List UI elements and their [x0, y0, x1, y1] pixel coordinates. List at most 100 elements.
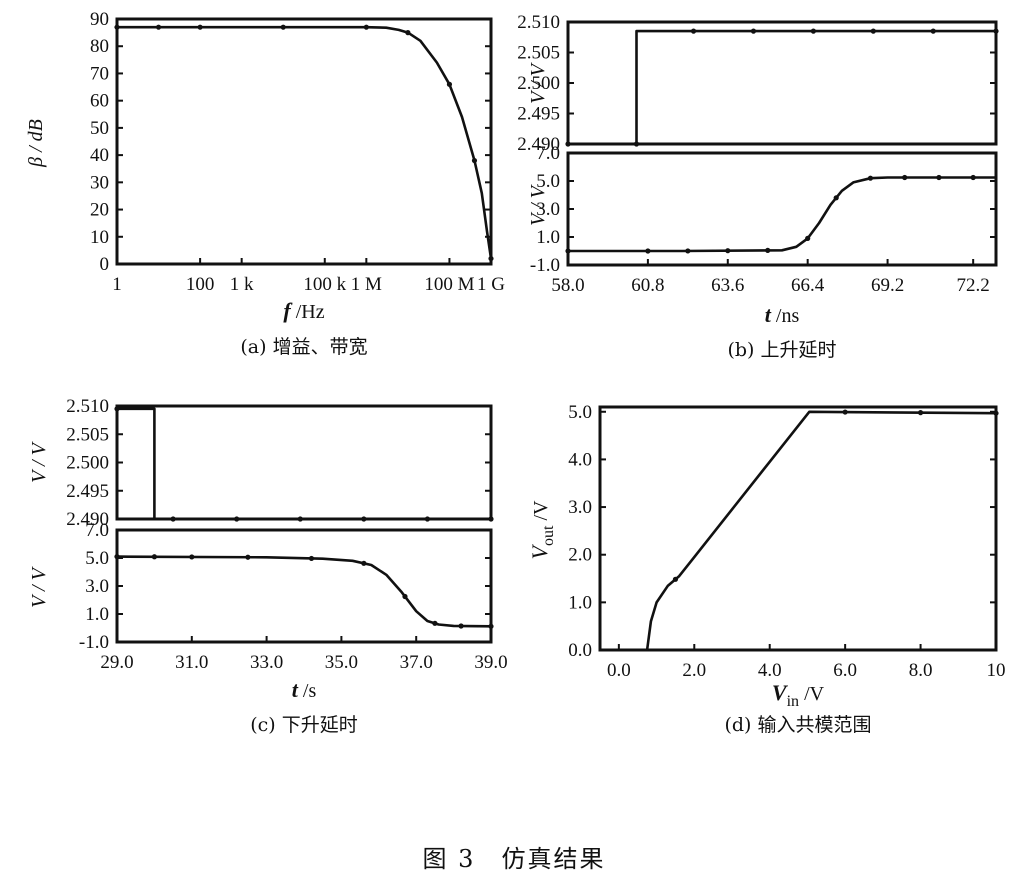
x-axis-label: t /s	[292, 677, 317, 702]
y-axis-label: V / V	[527, 183, 549, 225]
x-axis-label-var: f	[283, 298, 293, 323]
y-tick-label: 2.495	[66, 481, 109, 502]
y-axis-label-sub: out	[540, 525, 557, 546]
y-tick-label: 7.0	[536, 143, 560, 164]
y-tick-label: 50	[90, 118, 109, 139]
y-tick-label: 5.0	[568, 402, 592, 423]
y-tick-label: 2.490	[66, 509, 109, 530]
x-axis-label-unit: /s	[298, 680, 317, 702]
data-point-marker	[750, 28, 757, 34]
x-tick-label: 63.6	[711, 275, 744, 296]
plot-frame	[598, 405, 998, 652]
x-tick-label: 69.2	[871, 275, 904, 296]
chart-panel-c_top: 2.510 2.505 2.500 2.495 2.490 V / V	[28, 396, 494, 530]
data-point-marker	[930, 28, 936, 34]
x-tick-label: 6.0	[833, 660, 857, 681]
y-tick-label: 70	[90, 63, 109, 84]
series-line	[117, 407, 491, 521]
data-point-marker	[155, 24, 162, 30]
x-tick-label: 8.0	[909, 660, 933, 681]
plot-frame	[566, 20, 998, 146]
y-tick-label: 80	[90, 36, 109, 57]
y-tick-label: 20	[90, 200, 109, 221]
chart-panel-b_bottom: 7.0 5.0 3.0 1.0 -1.058.0 60.8 63.6 66.4 69.2 72.2…	[527, 143, 998, 361]
y-axis-label: β / dB	[25, 119, 47, 168]
x-tick-label: 1 k	[230, 274, 254, 295]
y-tick-label: 30	[90, 172, 109, 193]
x-tick-label: 37.0	[400, 652, 433, 673]
data-point-marker	[565, 248, 571, 254]
y-tick-label: 3.0	[536, 199, 560, 220]
x-tick-label: 72.2	[957, 275, 990, 296]
x-axis-label-unit: /ns	[771, 305, 800, 327]
y-tick-label: 2.0	[568, 545, 592, 566]
x-tick-label: 29.0	[100, 652, 133, 673]
chart-panel-c_bottom: 7.0 5.0 3.0 1.0 -1.029.0 31.0 33.0 35.0 37.0 39.0…	[28, 520, 508, 736]
y-axis-label: V / V	[527, 61, 549, 103]
data-point-marker	[361, 516, 367, 522]
x-tick-label: 10	[987, 660, 1006, 681]
data-point-marker	[633, 141, 640, 147]
data-point-marker	[114, 24, 120, 30]
x-tick-label: 0.0	[607, 660, 631, 681]
series-line	[116, 555, 492, 628]
data-point-marker	[685, 248, 691, 254]
x-tick-label: 2.0	[682, 660, 706, 681]
series-line	[117, 25, 493, 259]
y-tick-label: 1.0	[568, 592, 592, 613]
y-tick-label: 2.505	[517, 43, 560, 64]
x-axis-label: Vin /V	[772, 680, 825, 710]
x-axis-label-unit: /V	[799, 683, 825, 705]
data-point-marker	[114, 406, 120, 412]
y-axis-label-var: V	[527, 543, 552, 559]
data-point-marker	[833, 195, 839, 201]
x-tick-label: 1 M	[351, 274, 382, 295]
plot-frame	[115, 17, 493, 266]
y-tick-label: 5.0	[536, 171, 560, 192]
y-tick-label: 2.510	[517, 12, 560, 33]
x-tick-label: 1 G	[477, 274, 505, 295]
data-point-marker	[170, 516, 176, 522]
data-point-marker	[405, 30, 411, 36]
data-point-marker	[993, 410, 999, 416]
subfigure-caption: (b) 上升延时	[727, 339, 836, 361]
plot-frame	[115, 404, 493, 521]
series-line	[600, 410, 997, 652]
x-tick-label: 100 k	[303, 274, 346, 295]
y-tick-label: 4.0	[568, 449, 592, 470]
data-point-marker	[189, 554, 195, 560]
data-point-marker	[917, 410, 924, 416]
y-tick-label: 1.0	[536, 227, 560, 248]
x-tick-label: 100	[186, 274, 215, 295]
data-point-marker	[197, 24, 203, 30]
data-point-marker	[446, 81, 453, 87]
x-axis-label-var: V	[772, 680, 789, 705]
x-tick-label: 35.0	[325, 652, 358, 673]
data-point-marker	[565, 141, 571, 147]
data-point-marker	[690, 28, 697, 34]
y-axis-label: Vout /V	[527, 500, 557, 559]
y-tick-label: 2.510	[66, 396, 109, 417]
data-point-marker	[993, 28, 999, 34]
x-axis-label-var: t	[292, 677, 299, 702]
x-tick-label: 66.4	[791, 275, 825, 296]
data-point-marker	[765, 247, 771, 253]
data-point-marker	[936, 174, 942, 181]
y-tick-label: 2.490	[517, 134, 560, 155]
y-tick-label: 5.0	[85, 548, 109, 569]
data-point-marker	[488, 516, 494, 522]
data-point-marker	[805, 235, 811, 241]
x-tick-label: 31.0	[175, 652, 208, 673]
data-point-marker	[867, 175, 874, 181]
chart-panel-d: 5.0 4.0 3.0 2.0 1.0 0.0 0.0 2.0 4.0 6.0 8.0 10 Vout …	[527, 402, 1006, 736]
data-point-marker	[870, 28, 876, 34]
y-tick-label: 0.0	[568, 640, 592, 661]
y-tick-label: 2.495	[517, 104, 560, 125]
data-point-marker	[458, 623, 464, 629]
x-tick-label: 4.0	[758, 660, 782, 681]
y-tick-label: -1.0	[530, 255, 560, 276]
data-point-marker	[970, 174, 976, 181]
y-axis-label: V / V	[28, 440, 50, 482]
